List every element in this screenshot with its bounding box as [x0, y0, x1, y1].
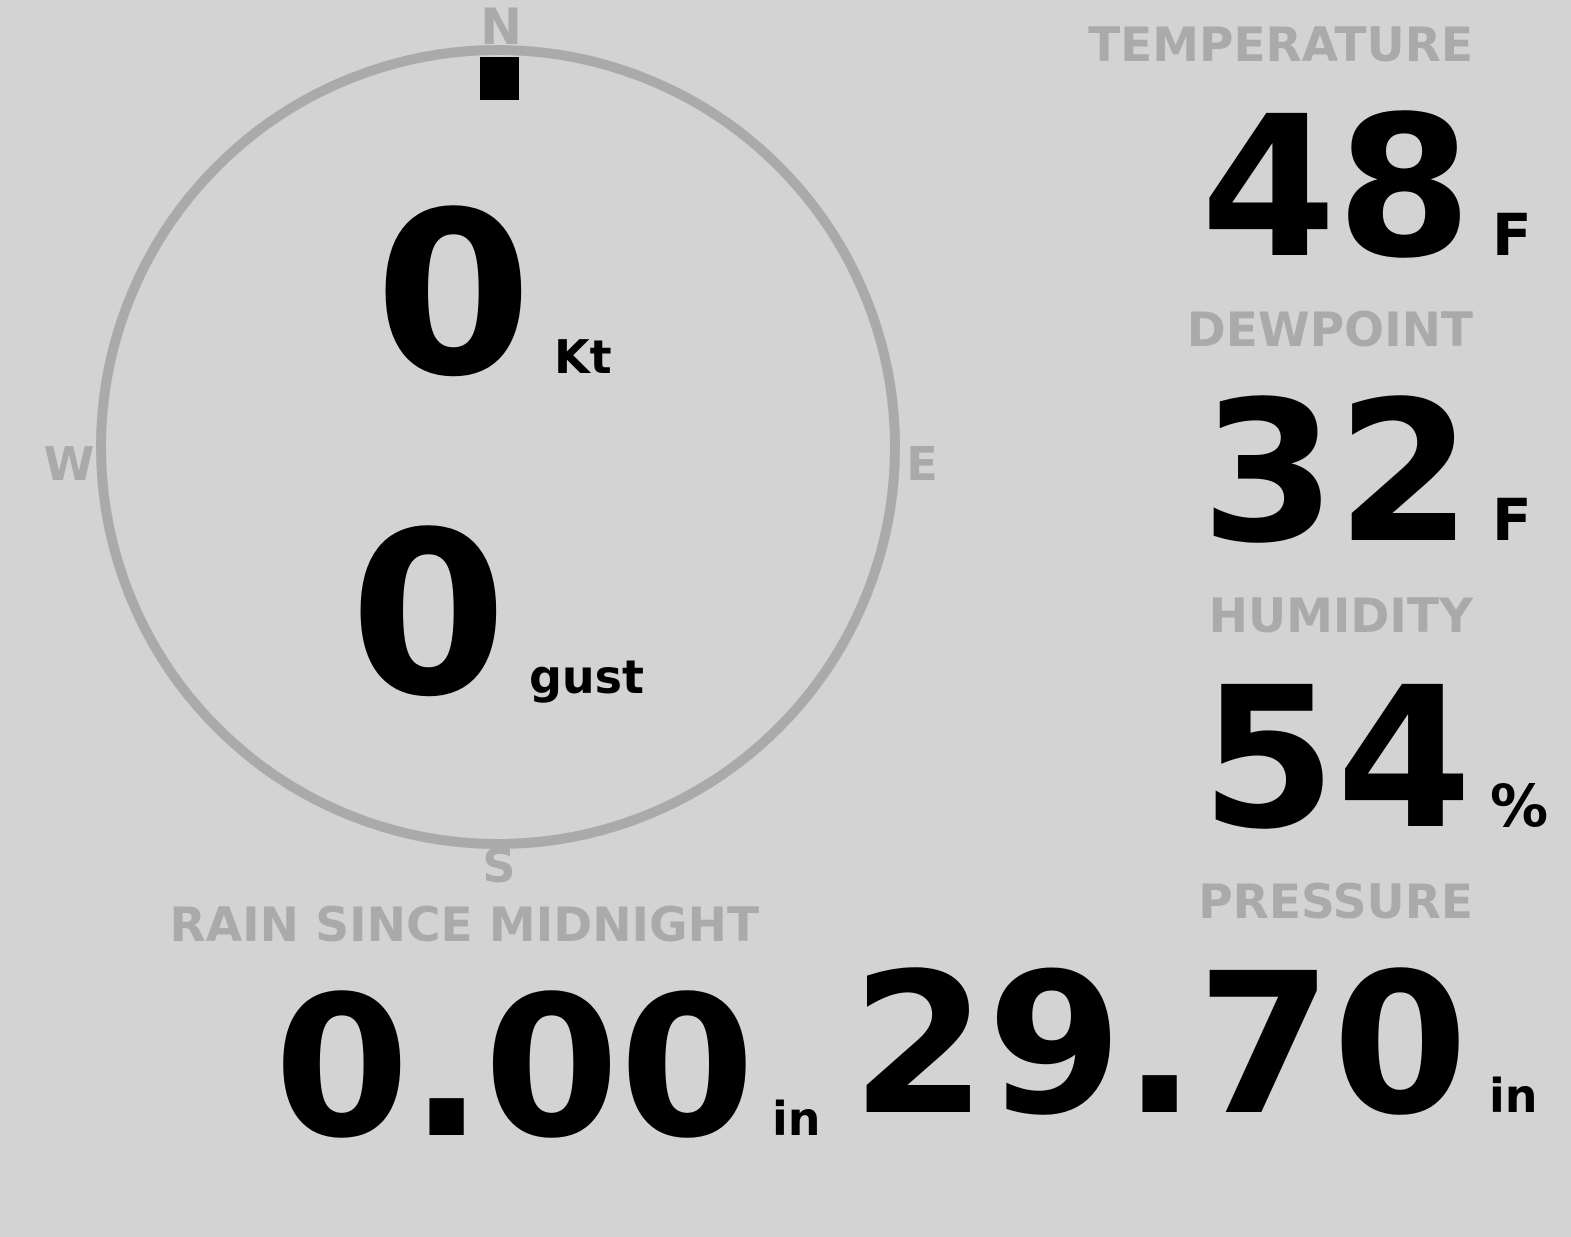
dewpoint-value: 32	[1201, 359, 1472, 586]
wind-compass: N E S W 0 Kt 0 gust	[44, 0, 938, 893]
compass-south: S	[482, 839, 515, 893]
rain-panel: RAIN SINCE MIDNIGHT 0.00 in	[170, 898, 821, 1181]
compass-west: W	[44, 437, 95, 491]
pressure-unit: in	[1489, 1069, 1538, 1123]
wind-gust-unit: gust	[529, 650, 644, 704]
pressure-value: 29.70	[851, 931, 1468, 1158]
compass-north: N	[480, 0, 522, 56]
humidity-panel: HUMIDITY 54 %	[1201, 589, 1549, 872]
compass-east: E	[906, 437, 937, 491]
dewpoint-panel: DEWPOINT 32 F	[1187, 303, 1532, 586]
wind-direction-marker	[480, 57, 519, 100]
humidity-unit: %	[1490, 772, 1548, 840]
wind-speed-unit: Kt	[554, 330, 612, 384]
rain-value: 0.00	[274, 954, 755, 1181]
temperature-label: TEMPERATURE	[1088, 18, 1473, 73]
dewpoint-label: DEWPOINT	[1187, 303, 1473, 358]
pressure-panel: PRESSURE 29.70 in	[851, 875, 1537, 1158]
wind-gust-value: 0	[350, 484, 507, 747]
temperature-value: 48	[1201, 74, 1472, 301]
humidity-value: 54	[1201, 645, 1472, 872]
dewpoint-unit: F	[1492, 486, 1532, 554]
temperature-unit: F	[1492, 201, 1532, 269]
rain-label: RAIN SINCE MIDNIGHT	[170, 898, 759, 953]
wind-speed-value: 0	[375, 164, 532, 427]
temperature-panel: TEMPERATURE 48 F	[1088, 18, 1532, 301]
compass-ring	[96, 45, 900, 849]
rain-unit: in	[772, 1092, 821, 1146]
humidity-label: HUMIDITY	[1209, 589, 1474, 644]
pressure-label: PRESSURE	[1198, 875, 1473, 930]
